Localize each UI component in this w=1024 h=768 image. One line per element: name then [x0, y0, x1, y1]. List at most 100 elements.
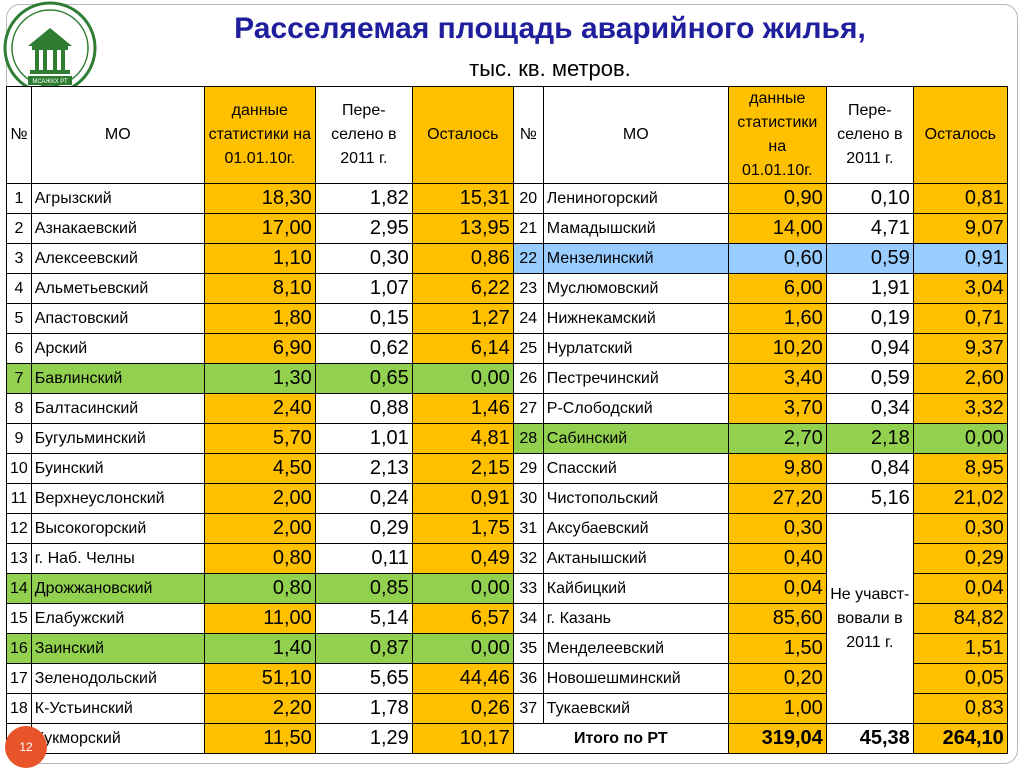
- row-number: 13: [6, 543, 32, 574]
- header-stat: данные статистики на 01.01.10г.: [727, 86, 827, 184]
- stat-value: 10,20: [727, 333, 827, 364]
- stat-value: 2,20: [203, 693, 316, 724]
- resettled-value: 2,18: [825, 423, 914, 454]
- district-name: Чистопольский: [542, 483, 729, 514]
- row-number: 28: [512, 423, 544, 454]
- table-row: 17 Зеленодольский 51,10 5,65 44,46 36 Новошешм…: [6, 663, 1008, 694]
- page-subtitle: тыс. кв. метров.: [469, 56, 631, 81]
- row-number: 27: [512, 393, 544, 424]
- stat-value: 4,50: [203, 453, 316, 484]
- remaining-value: 0,00: [411, 363, 514, 394]
- district-name: Нурлатский: [542, 333, 729, 364]
- table-row: 15 Елабужский 11,00 5,14 6,57 34 г. Казань 85,6…: [6, 603, 1008, 634]
- district-name: Лениногорский: [542, 183, 729, 214]
- stat-value: 0,40: [727, 543, 827, 574]
- resettled-value: 0,84: [825, 453, 914, 484]
- page-title: Расселяемая площадь аварийного жилья,: [234, 12, 866, 45]
- not-participated-note: Не учавст-вовали в 2011 г.: [825, 513, 914, 724]
- stat-value: 1,40: [203, 633, 316, 664]
- resettled-value: 0,94: [825, 333, 914, 364]
- remaining-value: 6,22: [411, 273, 514, 304]
- row-number: 8: [6, 393, 32, 424]
- resettled-value: 2,95: [314, 213, 413, 244]
- header-mo: МО: [542, 86, 729, 184]
- remaining-value: 0,91: [411, 483, 514, 514]
- remaining-value: 0,49: [411, 543, 514, 574]
- stat-value: 0,60: [727, 243, 827, 274]
- district-name: Заинский: [30, 633, 205, 664]
- row-number: 36: [512, 663, 544, 694]
- remaining-value: 8,95: [912, 453, 1008, 484]
- resettled-value: 1,07: [314, 273, 413, 304]
- row-number: 32: [512, 543, 544, 574]
- resettled-value: 0,29: [314, 513, 413, 544]
- table-row: 10 Буинский 4,50 2,13 2,15 29 Спасский 9,80 0,84…: [6, 453, 1008, 484]
- remaining-value: 1,75: [411, 513, 514, 544]
- remaining-value: 6,14: [411, 333, 514, 364]
- district-name: Арский: [30, 333, 205, 364]
- district-name: Спасский: [542, 453, 729, 484]
- district-name: Мензелинский: [542, 243, 729, 274]
- table-row: 8 Балтасинский 2,40 0,88 1,46 27 Р-Слободский 3…: [6, 393, 1008, 424]
- stat-value: 11,00: [203, 603, 316, 634]
- row-number: 22: [512, 243, 544, 274]
- stat-value: 11,50: [203, 723, 316, 754]
- header-num: №: [512, 86, 544, 184]
- district-name: Буинский: [30, 453, 205, 484]
- district-name: Кукморский: [30, 723, 205, 754]
- stat-value: 0,90: [727, 183, 827, 214]
- district-name: Мамадышский: [542, 213, 729, 244]
- row-number: 29: [512, 453, 544, 484]
- stat-value: 5,70: [203, 423, 316, 454]
- remaining-value: 44,46: [411, 663, 514, 694]
- remaining-value: 0,30: [912, 513, 1008, 544]
- resettled-value: 1,78: [314, 693, 413, 724]
- stat-value: 3,40: [727, 363, 827, 394]
- row-number: 14: [6, 573, 32, 604]
- remaining-value: 9,07: [912, 213, 1008, 244]
- stat-value: 1,10: [203, 243, 316, 274]
- row-number: 5: [6, 303, 32, 334]
- district-name: Актанышский: [542, 543, 729, 574]
- header-remaining: Осталось: [912, 86, 1008, 184]
- table-row: 18 К-Устьинский 2,20 1,78 0,26 37 Тукаевский 1,…: [6, 693, 1008, 724]
- table-row: 13 г. Наб. Челны 0,80 0,11 0,49 32 Актанышский…: [6, 543, 1008, 574]
- table-row: 7 Бавлинский 1,30 0,65 0,00 26 Пестречинский 3,…: [6, 363, 1008, 394]
- row-number: 21: [512, 213, 544, 244]
- district-name: Бугульминский: [30, 423, 205, 454]
- district-name: Высокогорский: [30, 513, 205, 544]
- district-name: Р-Слободский: [542, 393, 729, 424]
- district-name: г. Казань: [542, 603, 729, 634]
- resettled-value: 0,11: [314, 543, 413, 574]
- remaining-value: 84,82: [912, 603, 1008, 634]
- total-stat: 319,04: [727, 723, 827, 754]
- resettled-value: 0,19: [825, 303, 914, 334]
- remaining-value: 4,81: [411, 423, 514, 454]
- district-name: Азнакаевский: [30, 213, 205, 244]
- housing-table: № МО данные статистики на 01.01.10г. Пере-с…: [6, 86, 1008, 754]
- table-row: 6 Арский 6,90 0,62 6,14 25 Нурлатский 10,20 0,94…: [6, 333, 1008, 364]
- district-name: Бавлинский: [30, 363, 205, 394]
- remaining-value: 1,51: [912, 633, 1008, 664]
- resettled-value: 0,34: [825, 393, 914, 424]
- row-number: 26: [512, 363, 544, 394]
- row-number: 15: [6, 603, 32, 634]
- stat-value: 9,80: [727, 453, 827, 484]
- stat-value: 3,70: [727, 393, 827, 424]
- district-name: г. Наб. Челны: [30, 543, 205, 574]
- row-number: 16: [6, 633, 32, 664]
- stat-value: 1,80: [203, 303, 316, 334]
- row-number: 24: [512, 303, 544, 334]
- row-number: 31: [512, 513, 544, 544]
- stat-value: 0,04: [727, 573, 827, 604]
- stat-value: 1,60: [727, 303, 827, 334]
- table-row: 12 Высокогорский 2,00 0,29 1,75 31 Аксубаевски…: [6, 513, 1008, 724]
- stat-value: 1,50: [727, 633, 827, 664]
- remaining-value: 3,04: [912, 273, 1008, 304]
- table-header-row: № МО данные статистики на 01.01.10г. Пере-с…: [6, 86, 1008, 184]
- stat-value: 6,90: [203, 333, 316, 364]
- district-name: К-Устьинский: [30, 693, 205, 724]
- resettled-value: 4,71: [825, 213, 914, 244]
- stat-value: 27,20: [727, 483, 827, 514]
- stat-value: 2,40: [203, 393, 316, 424]
